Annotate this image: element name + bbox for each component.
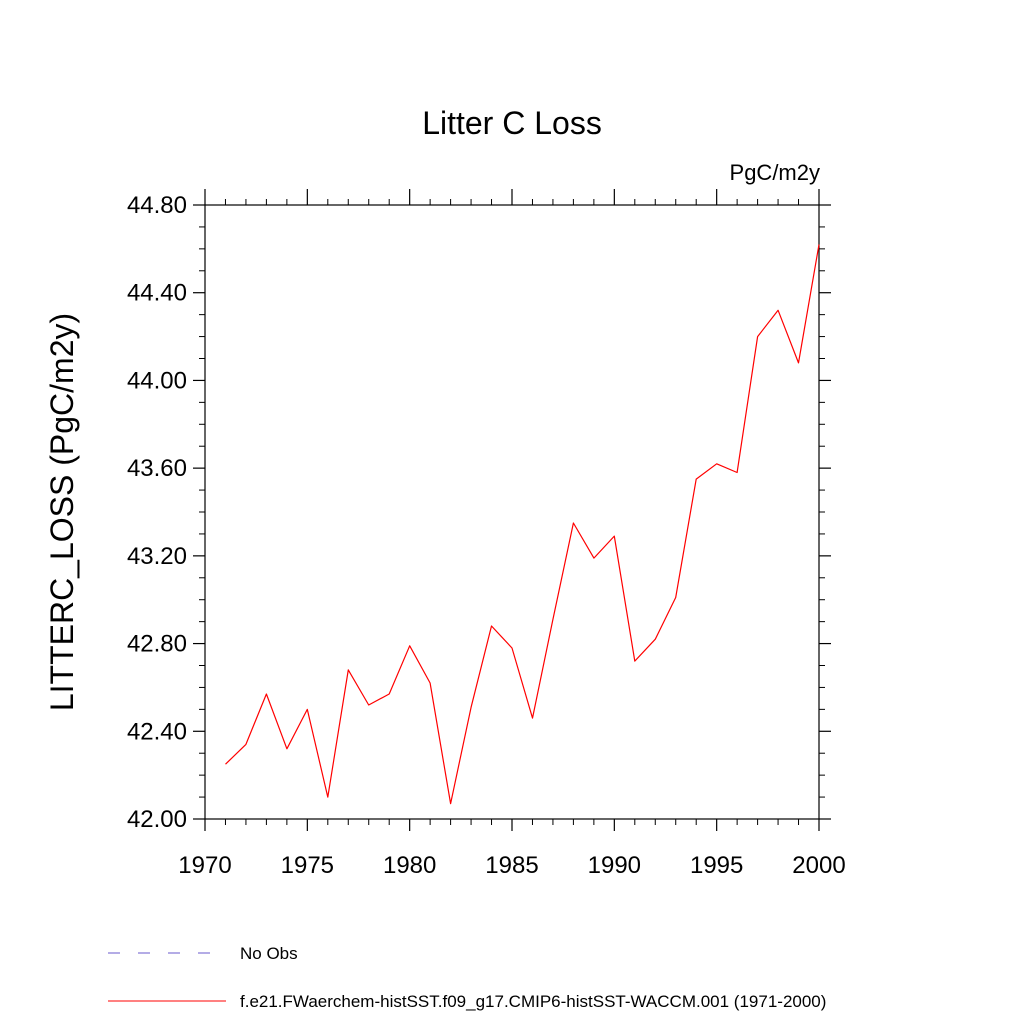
y-tick-label: 43.20 [127,543,187,570]
x-tick-label: 1970 [178,852,231,879]
series-line [225,244,820,805]
x-tick-label: 1995 [690,852,743,879]
series-layer [225,244,820,805]
chart-title: Litter C Loss [422,105,602,141]
x-axis: 1970 1975 1980 1985 1990 1995 2000 [178,189,846,879]
plot-area-frame [204,204,820,820]
y-tick-label: 43.60 [127,455,187,482]
y-tick-label: 44.40 [127,280,187,307]
y-tick-label: 42.80 [127,631,187,658]
x-tick-label: 1990 [588,852,641,879]
legend: No Obs f.e21.FWaerchem-histSST.f09_g17.C… [108,944,826,1011]
x-tick-label: 1975 [281,852,334,879]
y-axis: 42.00 42.40 42.80 43.20 43.60 44.00 44.40 44.80 [127,192,831,833]
legend-label-model-series: f.e21.FWaerchem-histSST.f09_g17.CMIP6-hi… [240,992,826,1011]
y-tick-label: 42.40 [127,718,187,745]
units-label: PgC/m2y [730,160,820,185]
x-tick-label: 1980 [383,852,436,879]
y-tick-label: 42.00 [127,806,187,833]
x-tick-label: 1985 [485,852,538,879]
y-axis-label: LITTERC_LOSS (PgC/m2y) [44,313,80,711]
x-tick-label: 2000 [792,852,845,879]
y-tick-label: 44.80 [127,192,187,219]
y-tick-label: 44.00 [127,367,187,394]
legend-label-no-obs: No Obs [240,944,298,963]
